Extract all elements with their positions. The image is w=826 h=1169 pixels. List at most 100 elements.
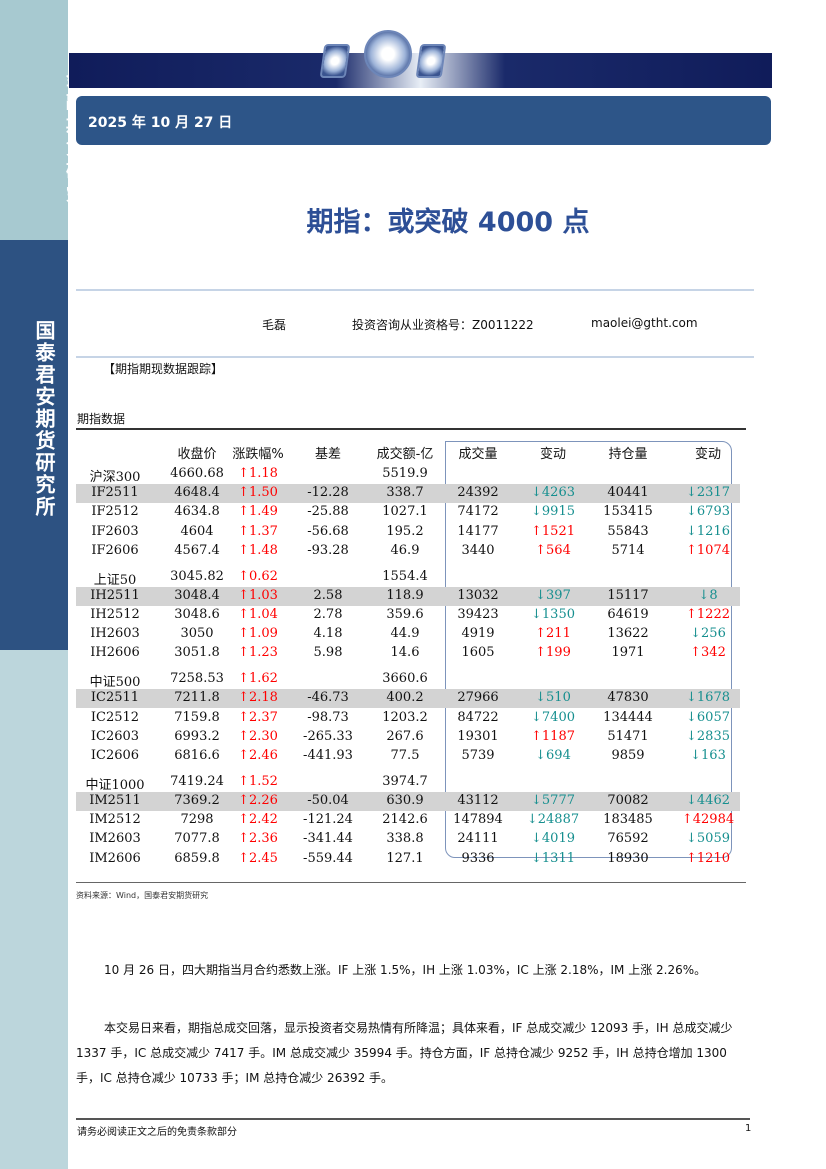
cell-value: 55843 <box>607 523 649 539</box>
cell-pct: ↑1.48 <box>213 543 303 558</box>
table-row: IH2511 3048.4 ↑1.03 2.58 118.9 13032 ↓397 15117… <box>76 586 740 606</box>
column-header: 成交额-亿 <box>376 447 434 462</box>
cell-pct: ↑2.42 <box>213 812 303 827</box>
author-email[interactable]: maolei@gtht.com <box>591 316 698 330</box>
cell-oi-chg: ↓256 <box>663 626 753 641</box>
cell-value: 134444 <box>603 709 653 725</box>
cell-vol: 9336 <box>433 851 523 866</box>
cell-value: 6993.2 <box>174 728 220 744</box>
cell-oi: 18930 <box>583 851 673 866</box>
cell-vol-chg: ↓4263 <box>508 485 598 500</box>
cell-amount: 1554.4 <box>360 569 450 584</box>
cell-value: 9915 <box>541 504 575 520</box>
column-header: 涨跌幅% <box>232 447 284 462</box>
arrow-up-icon: ↑ <box>238 773 249 789</box>
cell-vol: 19301 <box>433 729 523 744</box>
arrow-up-icon: ↑ <box>535 626 547 642</box>
table-row: 中证500 7258.53 ↑1.62 3660.6 <box>76 670 740 690</box>
cell-name: IF2512 <box>70 504 160 519</box>
cell-value: 1210 <box>696 850 730 866</box>
cell-value: 1971 <box>611 645 645 661</box>
cell-value: 2.26 <box>248 793 278 808</box>
cell-value: IM2603 <box>89 831 141 847</box>
cell-amount: 77.5 <box>360 748 450 763</box>
cell-basis: -46.73 <box>283 690 373 705</box>
cell-value: 0.62 <box>248 568 278 584</box>
cell-vol: 13032 <box>433 588 523 603</box>
cell-pct: ↑2.30 <box>213 729 303 744</box>
cell-value: 15117 <box>607 587 649 603</box>
cell-close: 4604 <box>152 524 242 539</box>
cell-basis: 2.78 <box>283 607 373 622</box>
cell-oi-chg: ↑1222 <box>663 607 753 622</box>
cell-vol-chg: ↓5777 <box>508 793 598 808</box>
cell-value: -50.04 <box>307 793 349 808</box>
cell-value: 1678 <box>696 690 730 706</box>
cell-value: 183485 <box>603 812 653 828</box>
table-row: IH2606 3051.8 ↑1.23 5.98 14.6 1605 ↑199 1971 ↑34… <box>76 644 740 663</box>
arrow-up-icon: ↑ <box>238 587 249 603</box>
column-header: 成交量 <box>458 447 498 462</box>
cell-amount: 46.9 <box>360 543 450 558</box>
cell-value: 1222 <box>696 607 730 622</box>
cell-value: 4604 <box>180 523 214 539</box>
author-name: 毛磊 <box>262 318 287 332</box>
cell-value: 上证50 <box>93 572 137 588</box>
cell-value: 7298 <box>180 812 214 828</box>
arrow-down-icon: ↓ <box>686 793 697 808</box>
divider <box>76 289 754 291</box>
cell-close: 7077.8 <box>152 831 242 846</box>
cell-basis: -121.24 <box>283 812 373 827</box>
cell-value: 1027.1 <box>382 504 428 520</box>
cell-vol: 14177 <box>433 524 523 539</box>
cell-oi-chg: ↓2835 <box>663 729 753 744</box>
cell-value: 13622 <box>607 626 649 642</box>
cell-value: 1311 <box>541 850 575 866</box>
cell-pct: ↑1.50 <box>213 485 303 500</box>
cell-value: -341.44 <box>303 831 353 847</box>
paragraph: 本交易日来看，期指总成交回落，显示投资者交易热情有所降温；具体来看，IF 总成交… <box>76 1021 733 1085</box>
cell-value: 3048.4 <box>174 587 220 603</box>
cell-name: IF2603 <box>70 524 160 539</box>
divider <box>76 882 746 883</box>
cell-value: 46.9 <box>390 542 420 558</box>
cell-value: 3050 <box>180 626 214 642</box>
cell-value: 4462 <box>696 793 730 808</box>
cell-oi-chg: ↓5059 <box>663 831 753 846</box>
cell-value: IM2511 <box>89 793 141 808</box>
cell-vol: 24392 <box>433 485 523 500</box>
cell-vol-chg: ↑211 <box>508 626 598 641</box>
cell-oi: 13622 <box>583 626 673 641</box>
table-row: IF2606 4567.4 ↑1.48 -93.28 46.9 3440 ↑564 5714 ↑… <box>76 542 740 561</box>
cell-value: 4660.68 <box>170 466 224 481</box>
cell-close: 3048.6 <box>152 607 242 622</box>
arrow-up-icon: ↑ <box>238 671 249 687</box>
cell-value: -12.28 <box>307 485 349 501</box>
arrow-up-icon: ↑ <box>690 645 702 661</box>
company-name: 国泰君安期货研究所 <box>32 320 56 518</box>
arrow-up-icon: ↑ <box>681 812 693 828</box>
arrow-down-icon: ↓ <box>531 850 542 866</box>
cell-value: 3974.7 <box>382 773 428 789</box>
arrow-down-icon: ↓ <box>531 793 542 808</box>
cell-close: 6816.6 <box>152 748 242 763</box>
cell-value: IC2512 <box>90 709 140 725</box>
cell-value: 5777 <box>541 793 575 808</box>
cell-name: IC2512 <box>70 710 160 725</box>
cell-amount: 338.7 <box>360 485 450 500</box>
cell-value: 1.48 <box>248 542 278 558</box>
cell-oi-chg: ↓163 <box>663 748 753 763</box>
cell-oi-chg: ↑1210 <box>663 851 753 866</box>
cell-value: 4648.4 <box>174 485 220 501</box>
cell-value: 1521 <box>541 523 575 539</box>
cell-basis: -265.33 <box>283 729 373 744</box>
arrow-down-icon: ↓ <box>686 690 697 706</box>
cell-value: 118.9 <box>386 587 424 603</box>
cell-value: 14177 <box>457 523 499 539</box>
arrow-down-icon: ↓ <box>690 748 702 763</box>
arrow-up-icon: ↑ <box>238 568 249 584</box>
cell-value: 400.2 <box>386 690 424 706</box>
cell-value: 1.03 <box>248 587 278 603</box>
cell-value: 153415 <box>603 504 653 520</box>
cell-close: 4567.4 <box>152 543 242 558</box>
